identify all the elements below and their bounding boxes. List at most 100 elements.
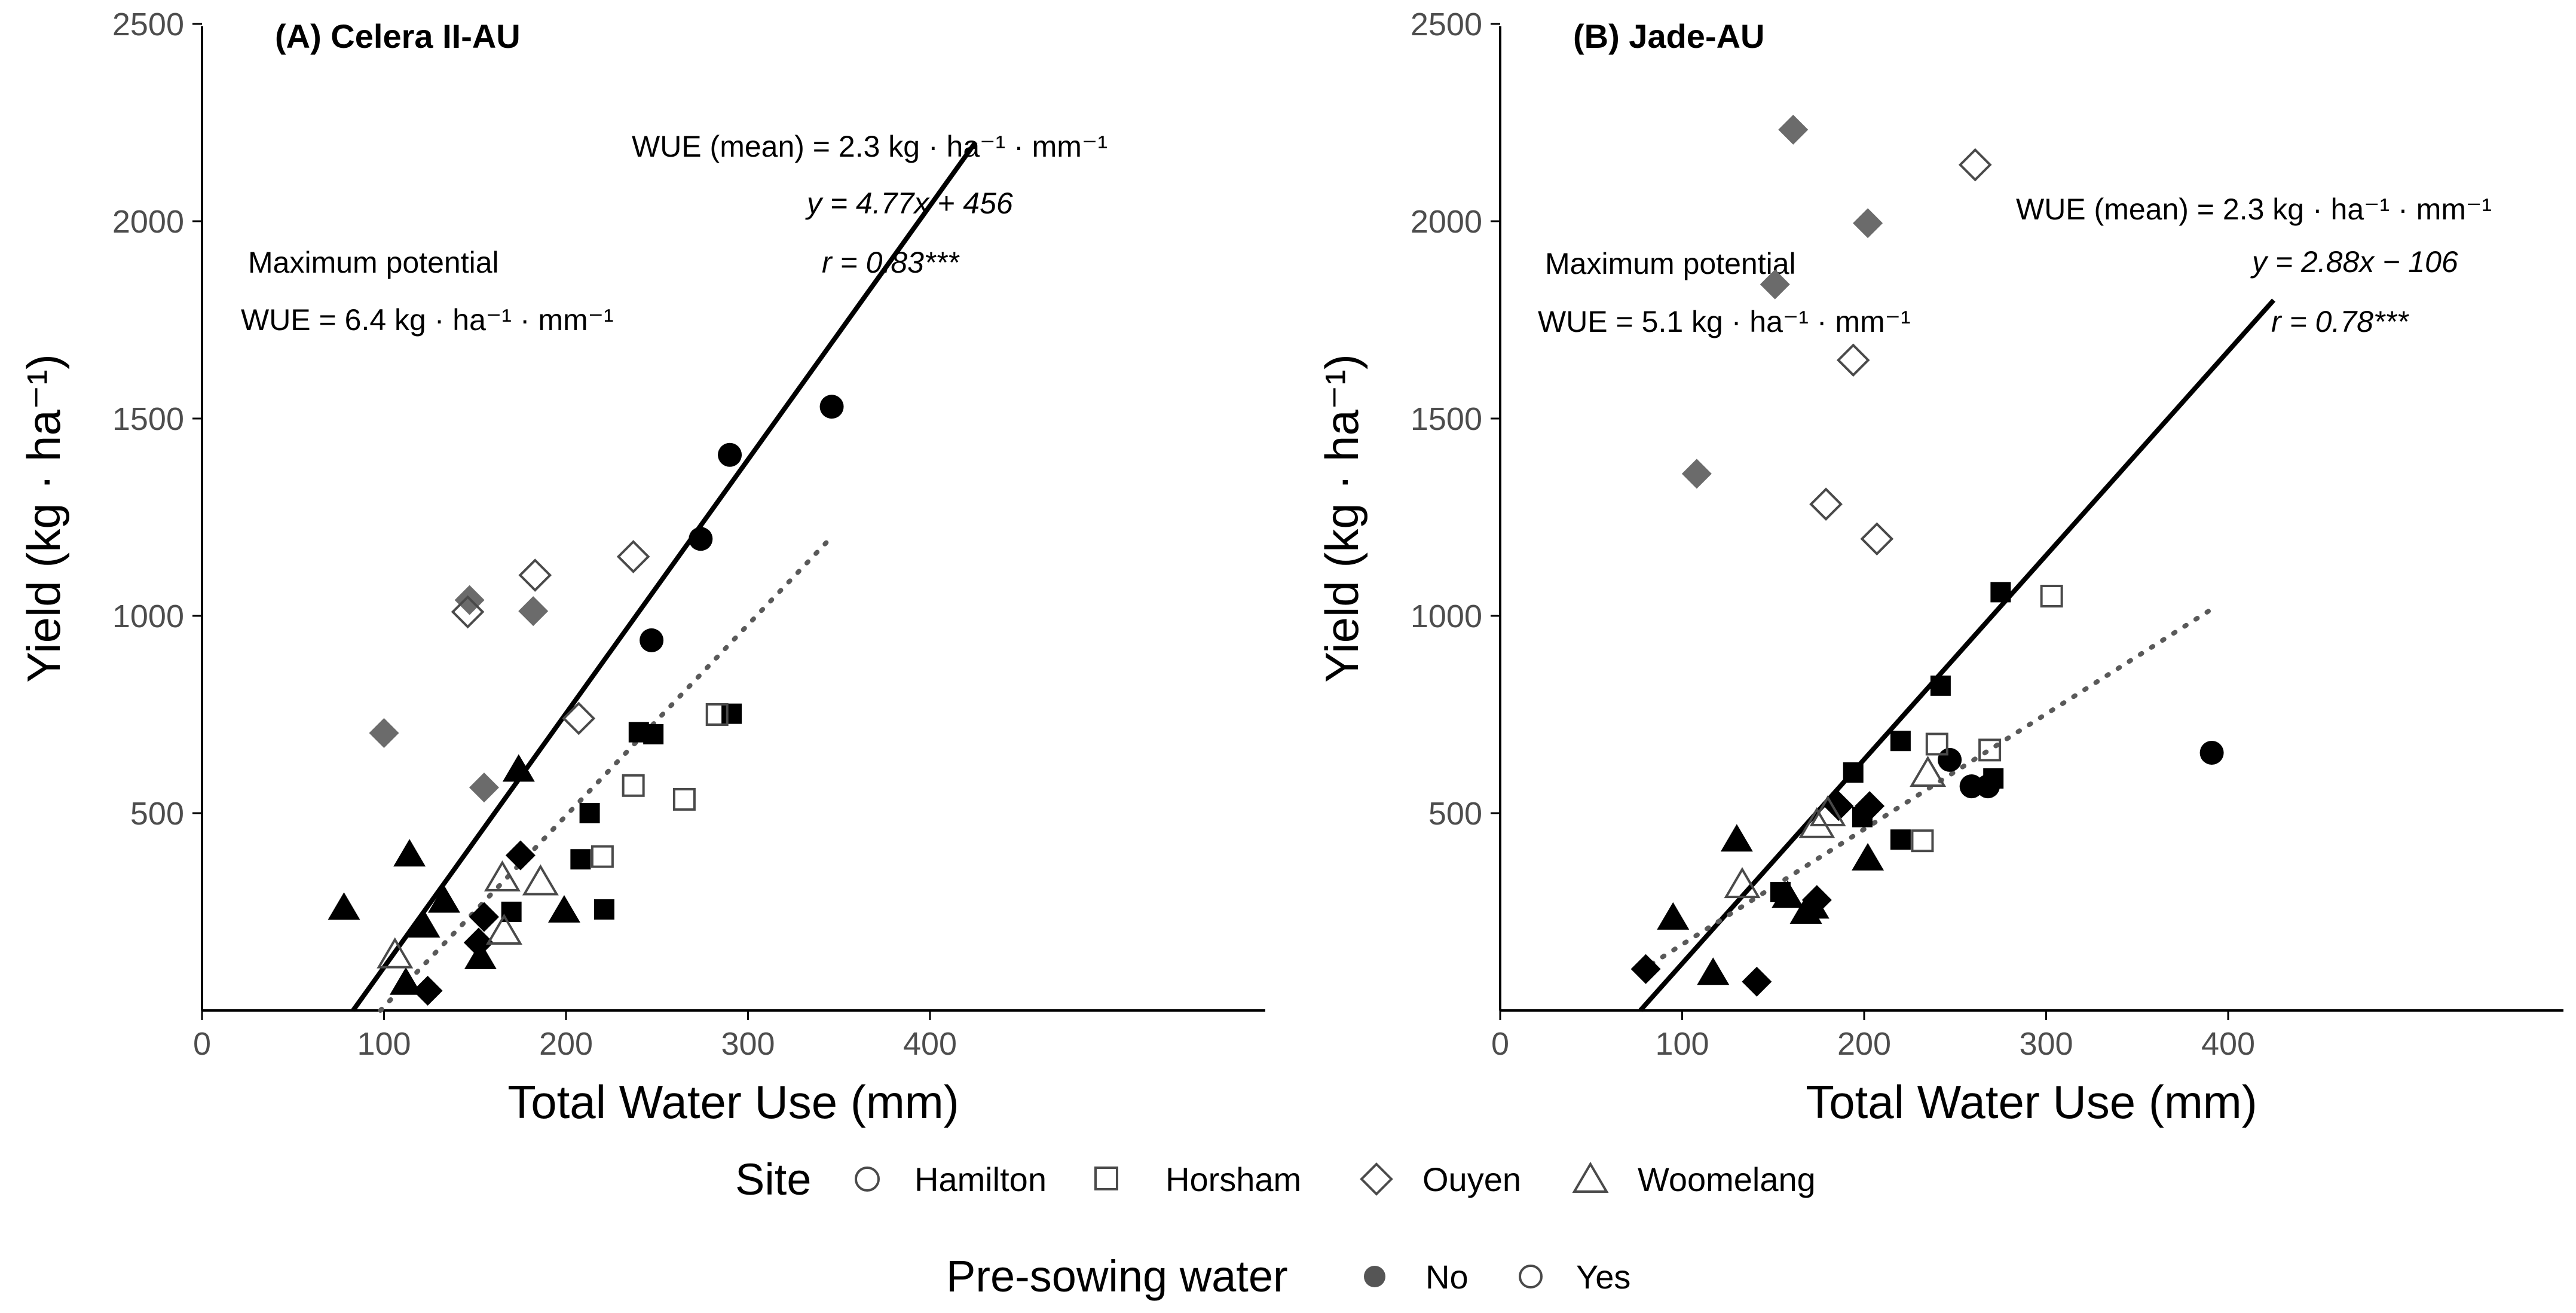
panel-a-point-horsham (622, 774, 645, 797)
panel-a-point-horsham (501, 902, 522, 922)
panel-b-axes (1499, 26, 2563, 1012)
panel-b-y-axis-title: Yield (kg · ha⁻¹) (1315, 354, 1368, 683)
legend-horsham-symbol (1094, 1167, 1118, 1190)
panel-a-y-tick-label: 2500 (112, 7, 184, 42)
panel-b-point-woomelang (1724, 867, 1761, 899)
panel-a-point-horsham (591, 845, 614, 868)
panel-a-y-tick-label: 1000 (112, 599, 184, 634)
panel-a-point-hamilton (689, 527, 713, 551)
panel-b: (B) Jade-AU Total Water Use (mm) Yield (… (1315, 7, 2563, 1128)
panel-b-point-woomelang (1852, 842, 1884, 871)
panel-b-point-woomelang (1798, 807, 1835, 838)
panel-a-max-wue-line (351, 141, 978, 1012)
panel-a-point-horsham (721, 703, 742, 724)
panel-a-point-woomelang (502, 754, 535, 782)
panel-a-point-woomelang (547, 895, 580, 923)
legend-yes-label: Yes (1576, 1258, 1630, 1296)
legend-hamilton-symbol (855, 1167, 880, 1192)
panel-b-point-ouyen (1760, 269, 1790, 300)
panel-a-point-woomelang (485, 914, 522, 945)
panel-b-point-horsham (1890, 731, 1911, 752)
panel-b-point-horsham (1990, 582, 2011, 603)
panel-a-x-tick-label: 300 (721, 1026, 775, 1062)
legend-hamilton-label: Hamilton (914, 1161, 1047, 1198)
panel-a-equation: y = 4.77x + 456 (805, 187, 1013, 220)
panel-b-point-woomelang (1809, 795, 1846, 826)
panel-b-y-tick-label: 500 (1428, 796, 1482, 832)
panel-a-x-axis-title: Total Water Use (mm) (507, 1076, 959, 1128)
panel-a-point-ouyen (469, 772, 499, 803)
panel-b-point-ouyen (1778, 114, 1809, 145)
panel-a-point-woomelang (464, 941, 497, 969)
panel-a-x-tick-label: 0 (193, 1026, 211, 1062)
legend-no-symbol (1364, 1266, 1385, 1287)
panel-a-y-tick-label: 1500 (112, 401, 184, 437)
panel-a-point-ouyen (469, 902, 499, 932)
panel-b-point-horsham (1843, 762, 1864, 783)
panel-a-point-hamilton (640, 628, 664, 652)
panel-b-point-woomelang (1910, 756, 1947, 787)
panel-b-x-tick-label: 100 (1655, 1026, 1709, 1062)
panel-a-max-potential-label: Maximum potential (248, 246, 499, 279)
panel-b-x-tick-label: 0 (1491, 1026, 1509, 1062)
panel-a-y-tick-label: 500 (130, 796, 184, 832)
panel-b-point-ouyen (1824, 791, 1854, 822)
panel-b-mean-wue-line (1638, 605, 2216, 973)
panel-b-y-tick-label: 1000 (1411, 599, 1482, 634)
legend-woomelang-label: Woomelang (1638, 1161, 1816, 1198)
panel-b-point-hamilton (1938, 747, 1962, 772)
panel-a-point-ouyen (451, 595, 485, 629)
panel-a-point-woomelang (328, 892, 360, 920)
panel-a-title: (A) Celera II-AU (275, 17, 521, 55)
panel-b-point-woomelang (1697, 957, 1730, 985)
panel-a-point-woomelang (390, 967, 423, 995)
panel-b-point-ouyen (1630, 954, 1661, 984)
panel-b-point-woomelang (1772, 880, 1804, 908)
panel-a-point-ouyen (518, 596, 549, 627)
panel-b-point-horsham (1890, 829, 1911, 850)
panel-b-point-horsham (2040, 585, 2063, 607)
legend-no-label: No (1425, 1258, 1468, 1296)
legend-woomelang-symbol (1572, 1162, 1609, 1193)
panel-a-x-tick-label: 100 (357, 1026, 411, 1062)
panel-a-point-woomelang (377, 937, 414, 969)
panel-a-point-woomelang (522, 864, 559, 896)
panel-b-point-ouyen (1958, 148, 1992, 182)
panel-a: (A) Celera II-AU Total Water Use (mm) Yi… (17, 7, 1265, 1128)
panel-a-point-woomelang (408, 910, 440, 938)
panel-a-x-tick-label: 400 (903, 1026, 957, 1062)
panel-a-y-axis-title: Yield (kg · ha⁻¹) (17, 354, 70, 683)
panel-a-point-hamilton (718, 442, 742, 467)
panel-b-x-axis-title: Total Water Use (mm) (1806, 1076, 2257, 1128)
panel-b-title: (B) Jade-AU (1573, 17, 1764, 55)
panel-b-max-wue-line (1638, 298, 2276, 1012)
panel-b-wue-mean: WUE (mean) = 2.3 kg · ha⁻¹ · mm⁻¹ (2016, 193, 2492, 226)
panel-b-point-ouyen (1681, 459, 1712, 489)
panel-b-x-tick-label: 300 (2019, 1026, 2073, 1062)
panel-b-equation: y = 2.88x − 106 (2250, 245, 2458, 279)
panel-b-point-ouyen (1836, 343, 1870, 377)
panel-a-max-wue-label: WUE = 6.4 kg · ha⁻¹ · mm⁻¹ (241, 303, 614, 337)
panel-b-point-ouyen (1809, 487, 1843, 521)
panel-b-point-horsham (1983, 768, 2004, 789)
panel-a-point-ouyen (562, 701, 596, 735)
panel-b-point-ouyen (1860, 522, 1894, 556)
panel-a-point-ouyen (463, 927, 494, 958)
panel-a-point-woomelang (484, 860, 521, 891)
panel-b-point-hamilton (2199, 741, 2224, 765)
panel-a-point-horsham (643, 724, 664, 744)
legend: Site Hamilton Horsham Ouyen Woomelang Pr… (735, 1155, 1816, 1301)
panel-b-point-woomelang (1657, 902, 1690, 930)
panel-b-x-tick-label: 200 (1837, 1026, 1891, 1062)
panel-a-x-tick-label: 200 (539, 1026, 593, 1062)
panel-a-point-ouyen (412, 976, 443, 1006)
panel-a-point-ouyen (616, 540, 650, 573)
panel-b-point-woomelang (1720, 824, 1753, 852)
panel-b-x-tick-label: 400 (2201, 1026, 2255, 1062)
panel-a-point-horsham (570, 849, 591, 870)
panel-a-y-tick-label: 2000 (112, 204, 184, 240)
panel-b-y-tick-label: 1500 (1411, 401, 1482, 437)
panel-b-y-tick-label: 2000 (1411, 204, 1482, 240)
